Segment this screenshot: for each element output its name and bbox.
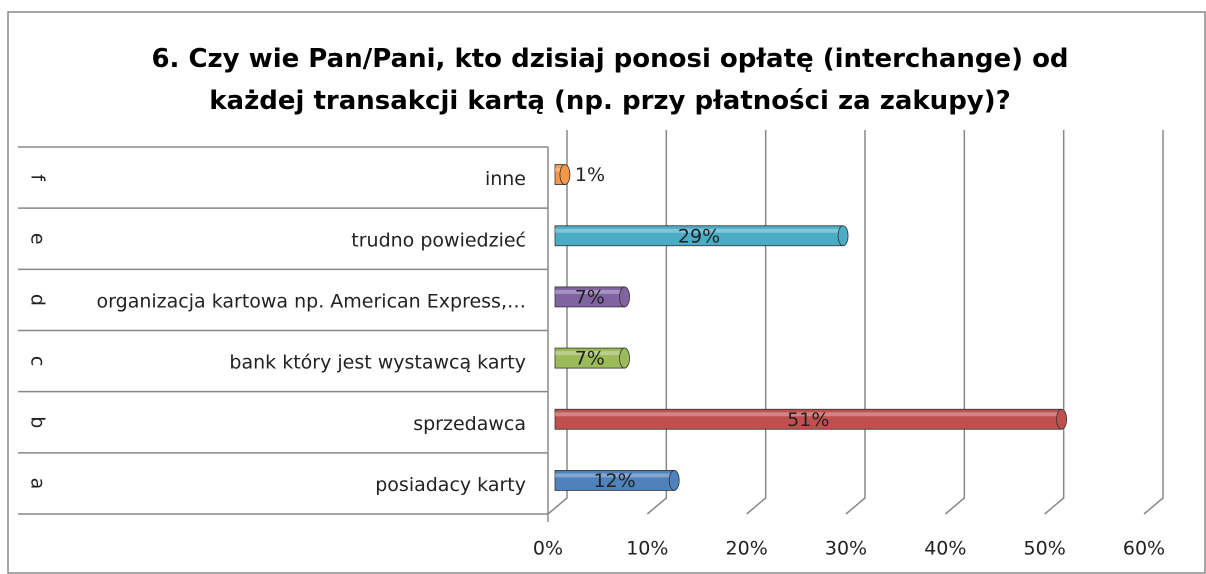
x-tick-label: 30% (825, 538, 867, 560)
x-tick-label: 20% (726, 538, 768, 560)
chart-border (7, 11, 1206, 574)
x-tick-label: 60% (1123, 538, 1165, 560)
bar-highlight (555, 228, 844, 233)
grid-line (1143, 130, 1164, 515)
grid-line (746, 130, 767, 515)
bar-cap (837, 225, 849, 247)
category-letter: c (27, 356, 49, 366)
bar-highlight (555, 167, 565, 172)
data-label: 7% (575, 286, 605, 308)
grid-line (845, 130, 866, 515)
x-tick-label: 40% (924, 538, 966, 560)
category-label: sprzedawca (413, 413, 526, 435)
bar-cap (559, 164, 571, 185)
category-label: organizacja kartowa np. American Express… (97, 290, 526, 312)
category-letter: a (27, 478, 49, 490)
category-letter: d (27, 294, 49, 306)
chart-title: 6. Czy wie Pan/Pani, kto dzisiaj ponosi … (151, 44, 1069, 116)
data-label: 7% (575, 348, 605, 370)
category-letter: e (27, 233, 49, 245)
bar-highlight (555, 351, 625, 356)
grid-line (547, 130, 568, 515)
category-label: bank który jest wystawcą karty (229, 352, 526, 374)
category-label: trudno powiedzieć (351, 229, 526, 251)
bar-highlight (555, 473, 675, 478)
category-label: inne (485, 168, 526, 190)
x-tick-label: 50% (1024, 538, 1066, 560)
data-label: 12% (593, 470, 635, 492)
data-label: 1% (575, 164, 605, 186)
category-letter: b (27, 416, 49, 428)
bar-highlight (555, 412, 1062, 417)
grid-line (1044, 130, 1065, 515)
data-label: 29% (678, 225, 720, 247)
bar-cap (619, 286, 630, 308)
bar-cap (619, 347, 630, 369)
bar-cap (668, 470, 680, 491)
data-label: 51% (787, 409, 829, 431)
category-label: posiadacy karty (375, 474, 526, 496)
grid-line (646, 130, 668, 515)
x-tick-label: 10% (626, 538, 668, 560)
bar-cap (1056, 408, 1067, 430)
grid-line (944, 130, 966, 515)
x-tick-label: 0% (533, 538, 563, 560)
bar-highlight (555, 289, 625, 294)
category-letter: f (27, 174, 49, 182)
